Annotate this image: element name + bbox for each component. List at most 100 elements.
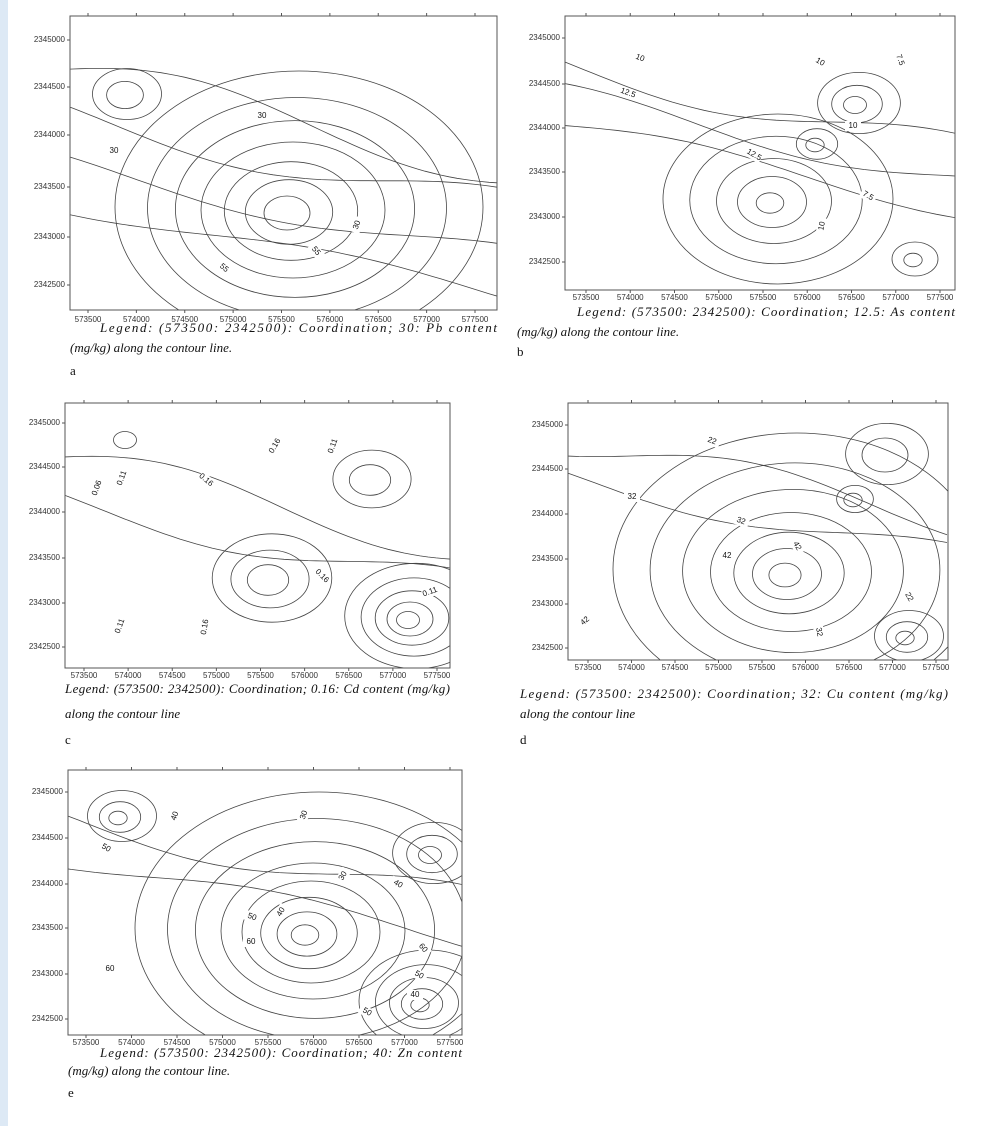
contour-label: 10 <box>634 52 646 64</box>
contour-line <box>263 195 311 231</box>
panel-letter: a <box>70 363 76 378</box>
contour-label-bg <box>106 146 122 156</box>
caption-line: Legend: (573500: 2342500): Coordination;… <box>519 686 948 701</box>
contour-line <box>795 128 839 160</box>
contour-label-bg <box>96 839 116 857</box>
contour-line <box>68 815 462 885</box>
contour-label-bg <box>815 217 829 235</box>
contour-line <box>147 97 447 310</box>
x-tick-label: 575000 <box>203 671 230 680</box>
x-tick-label: 574500 <box>661 293 688 302</box>
contour-line <box>246 564 290 596</box>
y-tick-label: 2344500 <box>529 79 561 88</box>
x-tick-label: 575000 <box>209 1038 236 1047</box>
x-tick-label: 575000 <box>705 293 732 302</box>
contour-label-bg <box>845 121 861 131</box>
y-tick-label: 2343500 <box>34 182 66 191</box>
x-tick-label: 573500 <box>575 663 602 672</box>
caption-line: (mg/kg) along the contour line. <box>70 340 232 355</box>
contour-line <box>662 113 894 285</box>
panel: 2345000 2344500 2344000 2343500 2343000 23425… <box>29 400 451 747</box>
contour-line <box>174 120 415 298</box>
contour-line <box>70 68 497 184</box>
y-tick-label: 2342500 <box>34 280 66 289</box>
y-tick-label: 2343000 <box>29 598 61 607</box>
contour-line <box>891 241 939 277</box>
contour-label-bg <box>624 492 640 502</box>
contour-label-bg <box>900 587 918 607</box>
x-tick-label: 575500 <box>749 663 776 672</box>
x-tick-label: 573500 <box>73 1038 100 1047</box>
x-tick-label: 575500 <box>750 293 777 302</box>
y-tick-label: 2343500 <box>532 554 564 563</box>
contour-line <box>106 81 144 110</box>
contour-label-bg <box>810 53 830 71</box>
contour-line <box>874 610 944 660</box>
caption-line: along the contour line <box>65 706 180 721</box>
contour-line <box>845 422 929 485</box>
y-tick-label: 2344500 <box>29 462 61 471</box>
y-tick-label: 2345000 <box>34 35 66 44</box>
y-tick-label: 2344000 <box>529 123 561 132</box>
contour-line <box>98 801 142 833</box>
contour-line <box>344 562 450 668</box>
contour-label-bg <box>296 805 312 825</box>
panel-letter: c <box>65 732 71 747</box>
contour-line <box>895 630 915 646</box>
contour-label-bg <box>266 436 284 456</box>
x-tick-label: 575500 <box>247 671 274 680</box>
x-tick-label: 576500 <box>346 1038 373 1047</box>
contour-label-bg <box>167 806 183 826</box>
contour-label-bg <box>420 584 440 600</box>
contour-label: 32 <box>735 515 747 527</box>
contour-line <box>108 810 128 826</box>
x-tick-label: 575500 <box>255 1038 282 1047</box>
contour-line <box>70 214 497 297</box>
y-tick-label: 2344000 <box>32 879 64 888</box>
contour-line <box>396 611 420 629</box>
contour-label: 30 <box>110 146 119 155</box>
contour-label: 10 <box>816 220 827 231</box>
plot-frame <box>64 402 451 669</box>
contour-label: 30 <box>351 219 363 231</box>
x-tick-label: 574500 <box>662 663 689 672</box>
contour-lines <box>565 61 955 285</box>
x-tick-label: 575500 <box>268 315 295 324</box>
contour-line <box>565 61 955 134</box>
x-tick-label: 577500 <box>923 663 950 672</box>
plot-frame <box>67 769 463 1036</box>
contour-label: 50 <box>246 911 258 923</box>
x-tick-label: 576000 <box>317 315 344 324</box>
contour-label-bg <box>334 866 352 886</box>
caption-line: (mg/kg) along the contour line. <box>517 324 679 339</box>
x-tick-label: 574000 <box>618 663 645 672</box>
contour-line <box>392 822 462 884</box>
contour-line <box>375 964 462 1035</box>
contour-line <box>768 562 802 588</box>
x-tick-label: 577000 <box>380 671 407 680</box>
contour-line <box>418 846 442 864</box>
contour-line <box>565 125 955 219</box>
x-tick-label: 576500 <box>365 315 392 324</box>
contour-lines <box>65 431 450 668</box>
contour-line <box>649 462 941 660</box>
contour-line <box>386 601 434 637</box>
contour-label-bg <box>858 187 878 205</box>
x-tick-label: 574500 <box>171 315 198 324</box>
contour-line <box>92 68 162 120</box>
caption-line: Legend: (573500: 2342500): Coordination;… <box>99 1045 462 1060</box>
contour-line <box>167 818 462 1035</box>
contour-line <box>290 924 320 946</box>
contour-label-bg <box>198 618 212 636</box>
x-tick-label: 574500 <box>164 1038 191 1047</box>
contour-label-bg <box>242 909 262 925</box>
caption-line: Legend: (573500: 2342500): Coordination;… <box>64 681 450 696</box>
contour-label-bg <box>788 536 806 556</box>
contour-line <box>733 531 845 615</box>
y-tick-label: 2343000 <box>32 969 64 978</box>
x-tick-label: 577000 <box>391 1038 418 1047</box>
y-tick-label: 2343500 <box>32 923 64 932</box>
contour-label-bg <box>409 966 429 984</box>
plot-frame <box>567 402 949 661</box>
